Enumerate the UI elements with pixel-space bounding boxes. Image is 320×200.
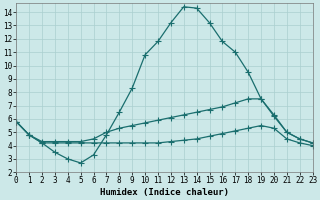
X-axis label: Humidex (Indice chaleur): Humidex (Indice chaleur) — [100, 188, 229, 197]
